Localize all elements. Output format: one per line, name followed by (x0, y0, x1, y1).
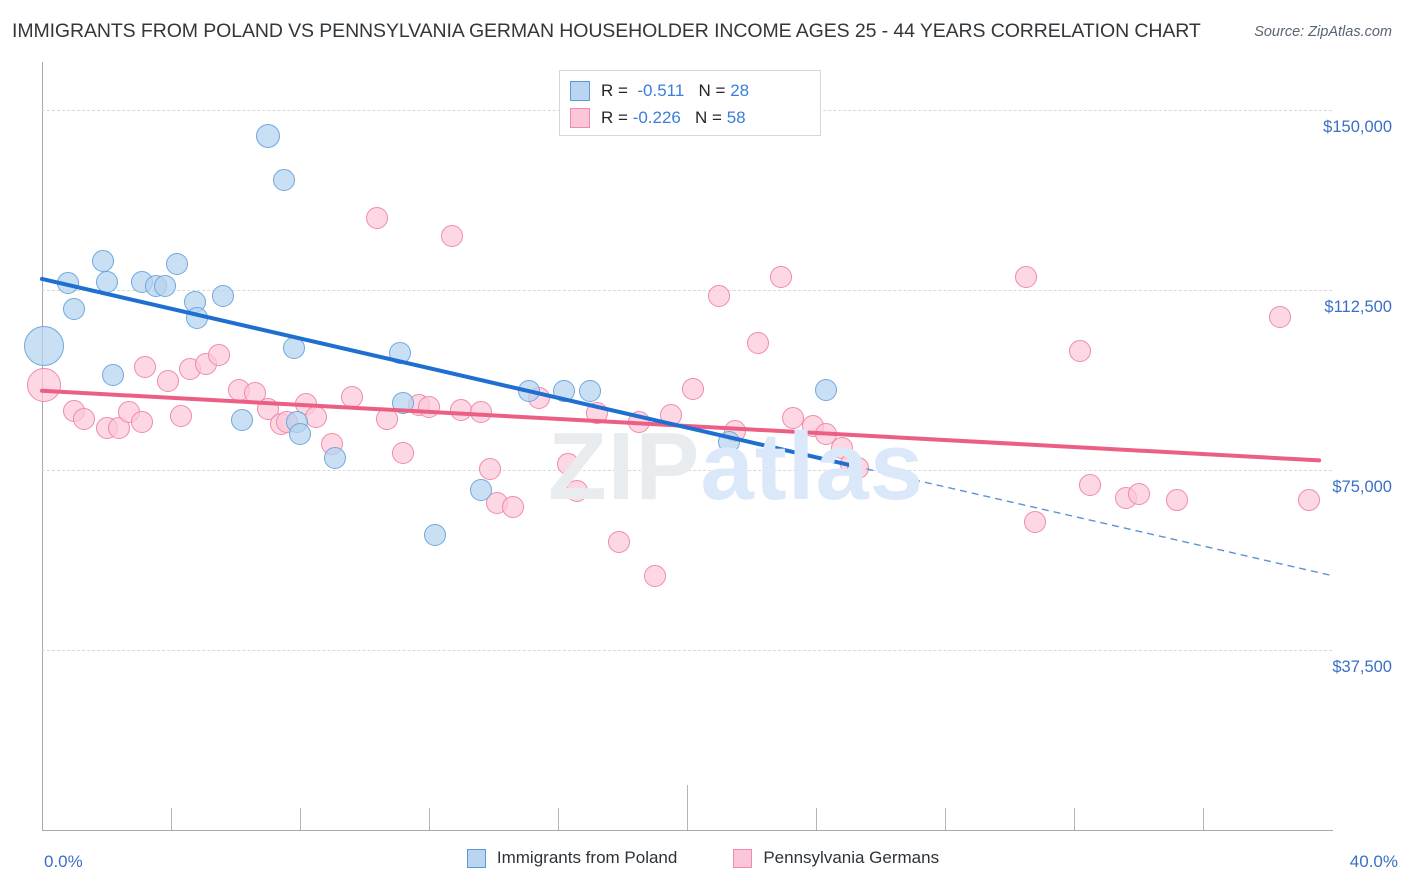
data-point-pennsylvania-germans (556, 453, 579, 476)
data-point-pennsylvania-germans (846, 456, 869, 479)
data-point-immigrants-poland (282, 336, 305, 359)
y-axis-tick-label: $75,000 (1332, 478, 1392, 496)
data-point-immigrants-poland (579, 380, 602, 403)
legend-item-pennsylvania-germans[interactable]: Pennsylvania Germans (733, 848, 939, 868)
legend-label-pennsylvania-germans: Pennsylvania Germans (763, 848, 940, 867)
data-point-pennsylvania-germans (469, 400, 492, 423)
data-point-pennsylvania-germans (1269, 306, 1292, 329)
plot-area (23, 62, 1332, 830)
data-point-pennsylvania-germans (366, 207, 389, 229)
data-point-immigrants-poland (553, 380, 576, 403)
data-point-pennsylvania-germans (305, 406, 328, 429)
x-axis-line (42, 830, 1333, 831)
data-point-immigrants-poland (95, 270, 118, 293)
data-point-immigrants-poland (92, 250, 115, 273)
legend-swatch-pennsylvania-germans-icon (733, 848, 753, 868)
data-point-immigrants-poland (185, 306, 208, 329)
data-point-immigrants-poland (230, 408, 253, 431)
data-point-immigrants-poland (289, 423, 311, 445)
correlation-stats-legend: R = -0.511 N = 28 R = -0.226 N = 58 (559, 70, 821, 136)
data-point-immigrants-poland (211, 285, 234, 308)
x-axis-max-label: 40.0% (1349, 852, 1398, 871)
data-point-pennsylvania-germans (1166, 488, 1189, 511)
x-axis-tick (429, 808, 430, 830)
data-point-pennsylvania-germans (627, 411, 650, 433)
stats-row-immigrants-poland: R = -0.511 N = 28 (570, 77, 810, 104)
data-point-pennsylvania-germans (208, 343, 231, 366)
y-axis-tick-label: $37,500 (1332, 658, 1392, 676)
data-point-pennsylvania-germans (450, 398, 473, 421)
data-point-pennsylvania-germans (659, 404, 682, 427)
data-point-pennsylvania-germans (1024, 510, 1047, 533)
stats-row-pennsylvania-germans: R = -0.226 N = 58 (570, 104, 810, 131)
data-point-immigrants-poland (424, 523, 447, 546)
data-point-immigrants-poland (717, 431, 740, 454)
legend-item-immigrants-poland[interactable]: Immigrants from Poland (466, 848, 678, 868)
data-point-pennsylvania-germans (392, 441, 415, 464)
data-point-pennsylvania-germans (585, 401, 608, 424)
data-point-pennsylvania-germans (26, 367, 61, 402)
legend-label-immigrants-poland: Immigrants from Poland (496, 848, 678, 867)
x-axis-tick (687, 785, 688, 830)
data-point-pennsylvania-germans (156, 369, 179, 392)
x-axis-min-label: 0.0% (44, 852, 83, 871)
data-point-pennsylvania-germans (1298, 488, 1321, 511)
legend-swatch-blue-icon (570, 80, 590, 101)
page-title: IMMIGRANTS FROM POLAND VS PENNSYLVANIA G… (12, 20, 1201, 42)
data-point-pennsylvania-germans (134, 356, 157, 379)
stats-text-blue: R = -0.511 N = 28 (601, 80, 750, 100)
data-point-immigrants-poland (101, 363, 124, 386)
legend-swatch-pink-icon (570, 107, 590, 128)
data-point-immigrants-poland (63, 298, 86, 321)
data-point-pennsylvania-germans (1127, 483, 1150, 505)
data-point-immigrants-poland (469, 479, 492, 502)
data-point-immigrants-poland (272, 168, 295, 191)
data-point-immigrants-poland (392, 391, 415, 414)
x-axis-tick (1203, 808, 1204, 830)
x-axis-tick (300, 808, 301, 830)
data-point-pennsylvania-germans (418, 395, 440, 418)
x-axis-tick (171, 808, 172, 830)
data-point-immigrants-poland (388, 342, 411, 365)
data-point-immigrants-poland (255, 124, 280, 149)
data-point-immigrants-poland (153, 275, 176, 298)
data-point-pennsylvania-germans (169, 405, 192, 428)
data-point-pennsylvania-germans (608, 531, 631, 553)
x-axis-tick (816, 808, 817, 830)
data-point-pennsylvania-germans (501, 496, 524, 519)
x-axis-tick (558, 808, 559, 830)
data-point-pennsylvania-germans (72, 407, 95, 430)
stats-text-pink: R = -0.226 N = 58 (601, 107, 746, 127)
data-point-immigrants-poland (56, 271, 79, 294)
y-axis-tick-label: $150,000 (1323, 118, 1392, 136)
data-point-pennsylvania-germans (130, 411, 153, 433)
data-point-pennsylvania-germans (566, 480, 589, 503)
data-point-immigrants-poland (23, 326, 64, 367)
gridline (42, 470, 1332, 471)
data-point-pennsylvania-germans (708, 285, 731, 308)
data-point-pennsylvania-germans (1079, 474, 1102, 497)
source-attribution: Source: ZipAtlas.com (1254, 24, 1392, 40)
y-axis-tick-label: $112,500 (1324, 298, 1392, 316)
series-legend: Immigrants from Poland Pennsylvania Germ… (0, 848, 1406, 868)
data-point-immigrants-poland (324, 447, 347, 469)
data-point-pennsylvania-germans (643, 564, 666, 587)
gridline (42, 290, 1332, 291)
data-point-pennsylvania-germans (1014, 266, 1037, 289)
data-point-pennsylvania-germans (1069, 339, 1092, 362)
legend-swatch-immigrants-poland-icon (466, 848, 486, 868)
data-point-pennsylvania-germans (682, 378, 705, 401)
data-point-pennsylvania-germans (746, 331, 769, 354)
data-point-pennsylvania-germans (440, 224, 463, 247)
gridline (42, 650, 1332, 651)
x-axis-tick (1074, 808, 1075, 830)
data-point-pennsylvania-germans (479, 458, 502, 481)
data-point-immigrants-poland (814, 378, 837, 401)
data-point-immigrants-poland (166, 252, 189, 275)
x-axis-tick (945, 808, 946, 830)
data-point-pennsylvania-germans (340, 385, 363, 408)
data-point-pennsylvania-germans (769, 266, 792, 289)
